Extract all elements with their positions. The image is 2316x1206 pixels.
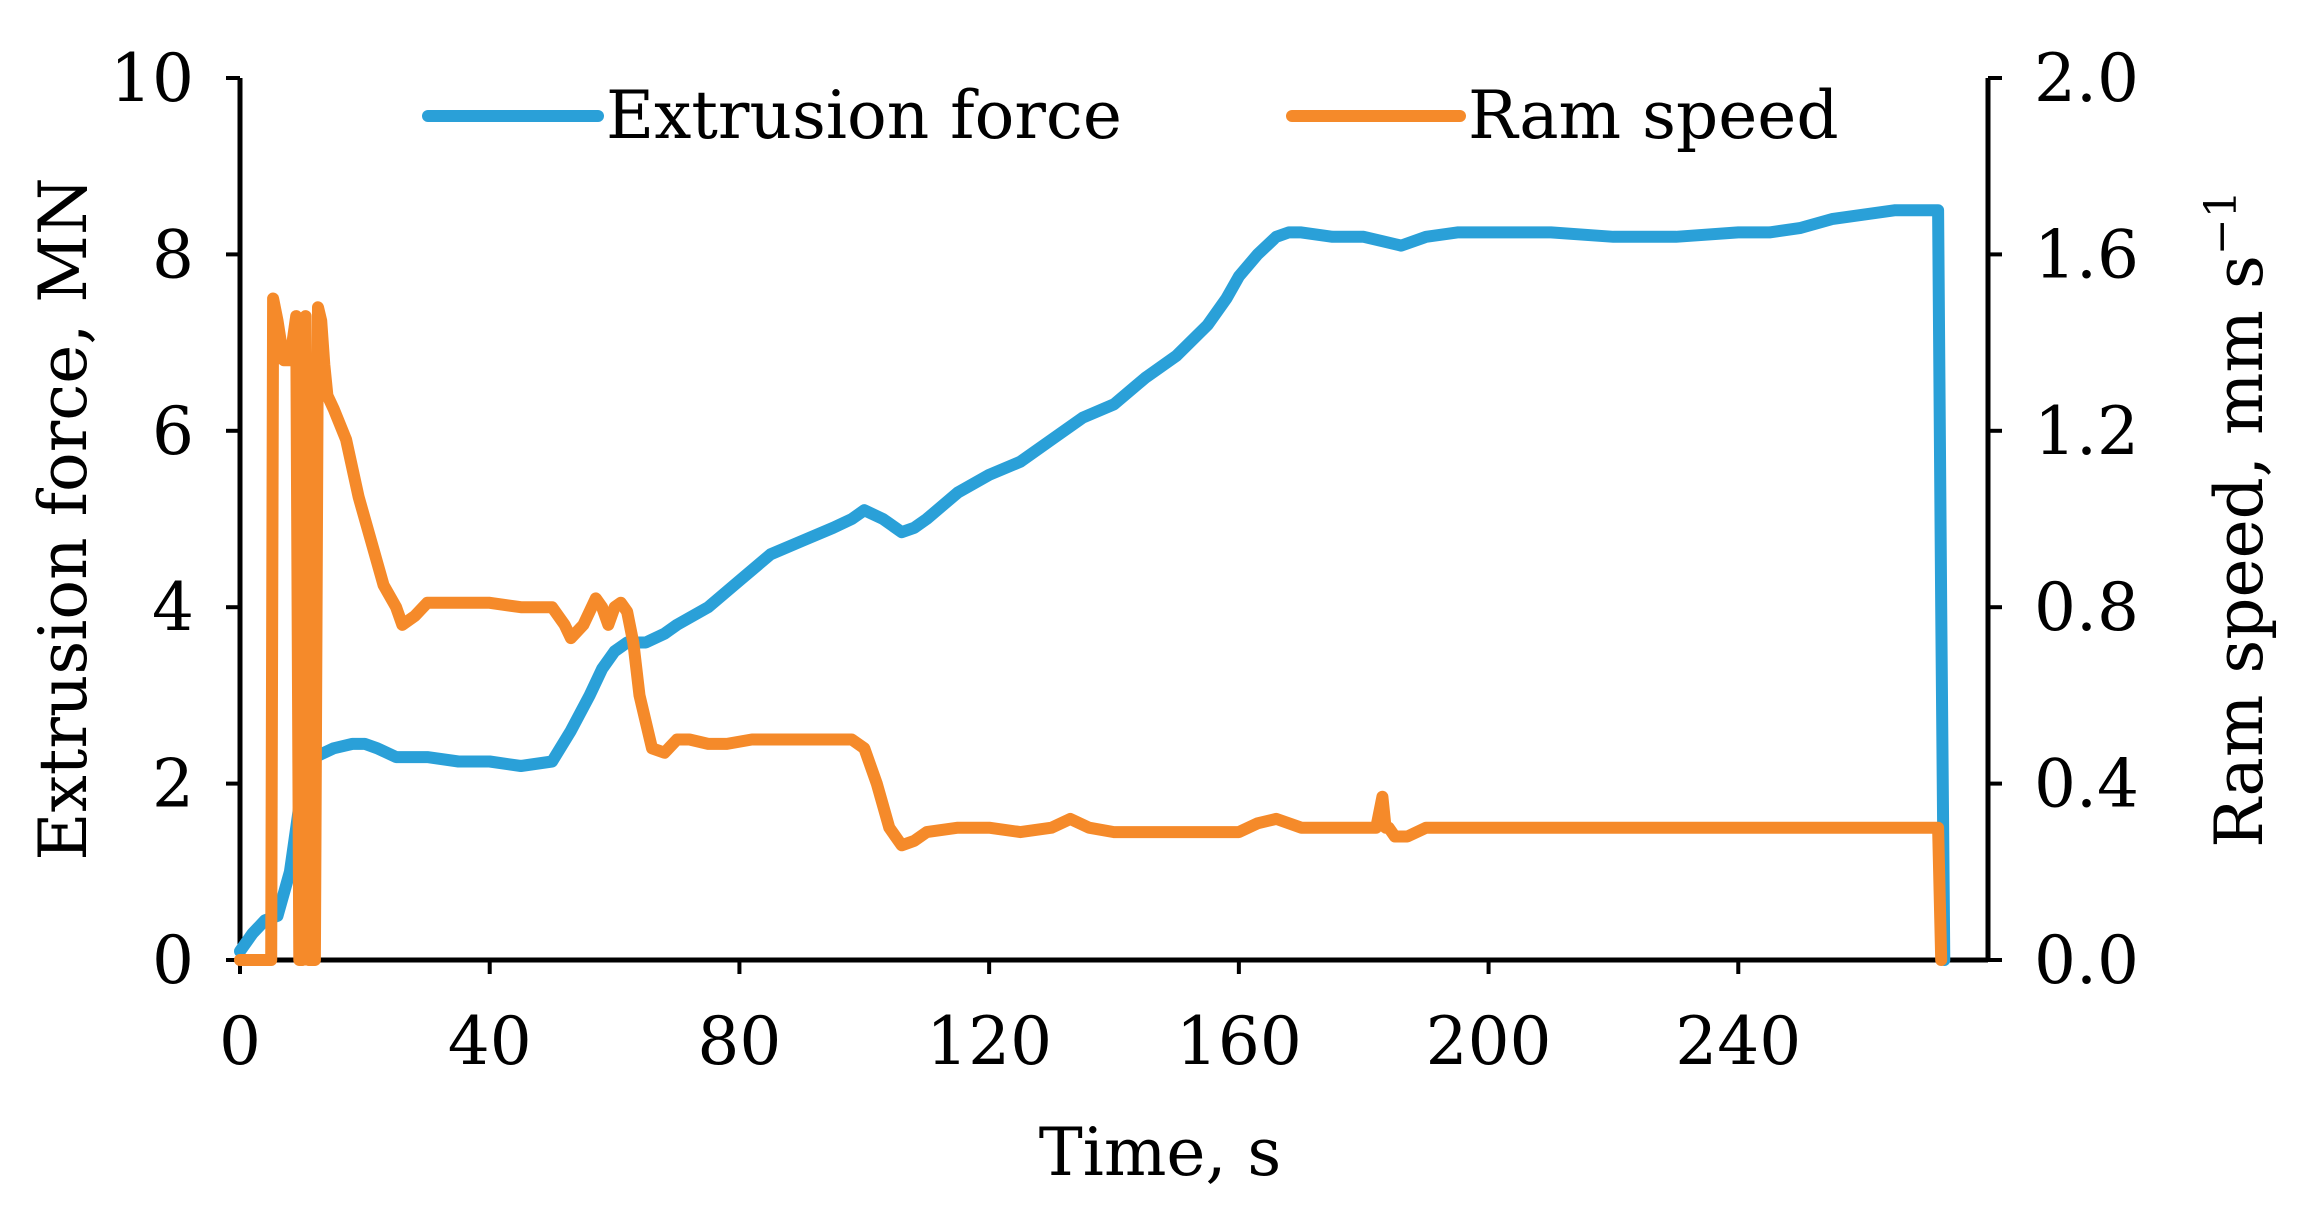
left-y-tick-label: 10 — [110, 40, 194, 117]
right-y-tick-label: 2.0 — [2034, 40, 2139, 117]
right-y-tick-label: 0.4 — [2034, 746, 2139, 823]
left-y-tick-label: 0 — [152, 922, 194, 999]
left-y-axis-title: Extrusion force, MN — [25, 177, 102, 860]
left-y-tick-label: 8 — [152, 216, 194, 293]
left-y-tick-label: 6 — [152, 393, 194, 470]
x-axis-title: Time, s — [1039, 1114, 1282, 1191]
right-y-tick-label: 1.2 — [2034, 393, 2139, 470]
legend-label-ram-speed: Ram speed — [1468, 77, 1839, 154]
series-line-ram-speed — [234, 292, 1948, 966]
right-y-axis-title-superscript: −1 — [2196, 190, 2247, 255]
x-tick-label: 160 — [1176, 1003, 1302, 1080]
left-y-tick-label: 4 — [152, 569, 194, 646]
x-tick-label: 240 — [1675, 1003, 1801, 1080]
x-tick-label: 200 — [1426, 1003, 1552, 1080]
legend: Extrusion force Ram speed — [422, 77, 1839, 154]
right-y-axis-title: Ram speed, mm s−1 — [2196, 190, 2278, 847]
legend-label-extrusion-force: Extrusion force — [606, 77, 1122, 154]
left-y-tick-label: 2 — [152, 746, 194, 823]
right-y-tick-label: 0.0 — [2034, 922, 2139, 999]
right-y-tick-label: 1.6 — [2034, 216, 2139, 293]
right-y-tick-label: 0.8 — [2034, 569, 2139, 646]
x-tick-label: 0 — [219, 1003, 261, 1080]
x-tick-label: 120 — [926, 1003, 1052, 1080]
series-layer — [234, 204, 1951, 966]
axis-ticks — [226, 76, 2002, 974]
x-tick-label: 40 — [448, 1003, 532, 1080]
x-tick-label: 80 — [697, 1003, 781, 1080]
right-y-axis-title-main: Ram speed, mm s — [2201, 255, 2278, 848]
series-line-extrusion-force — [234, 204, 1951, 966]
axis-tick-labels: 0 40 80 120 160 200 240 0 2 4 6 8 10 0.0 0.4 0.8 1.2 1.6 2… — [110, 40, 2139, 1080]
